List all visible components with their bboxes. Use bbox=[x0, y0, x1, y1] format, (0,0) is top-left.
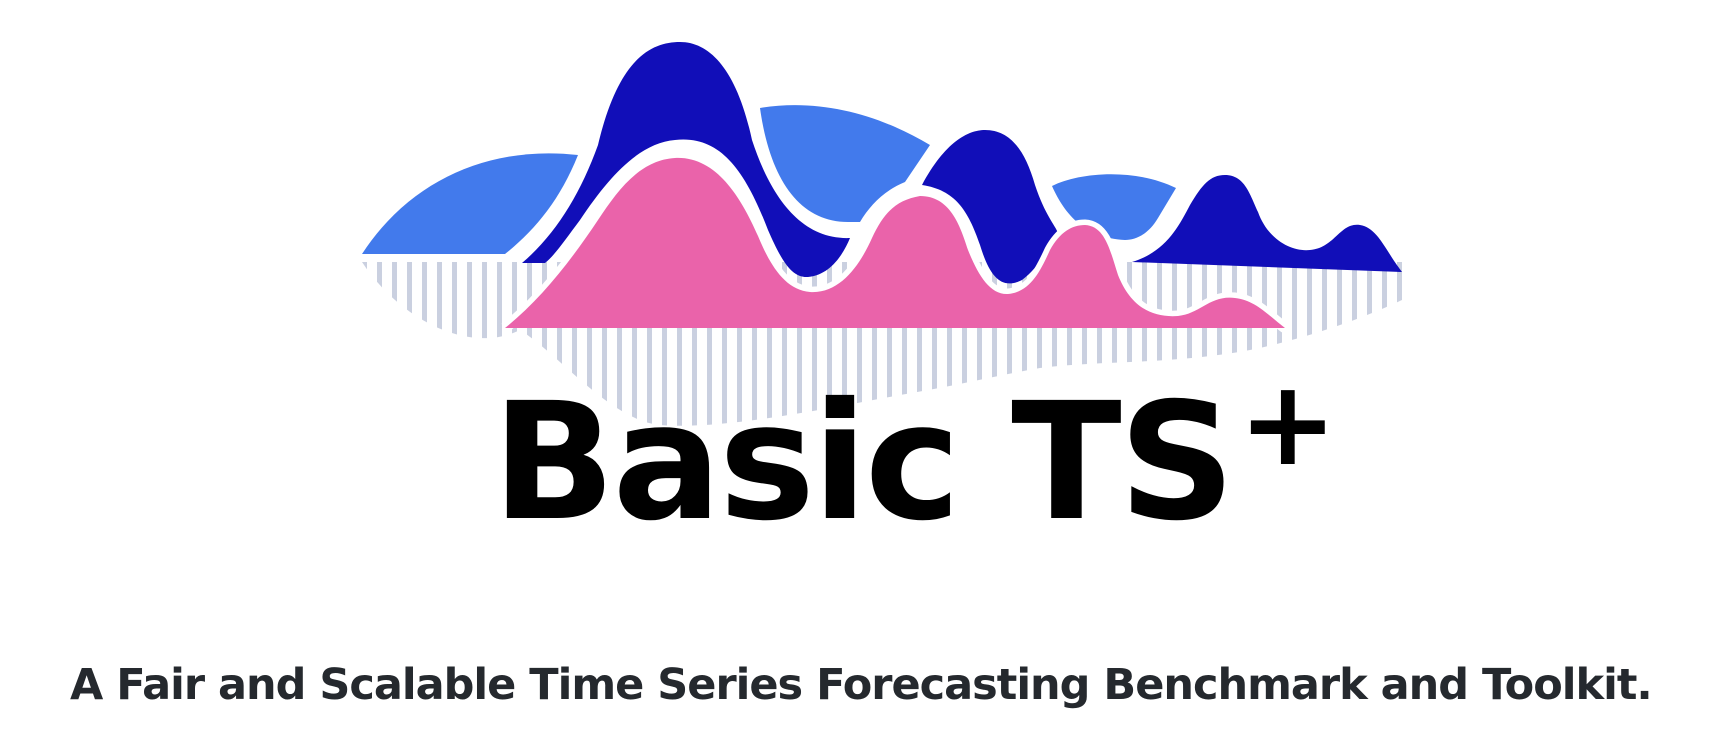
logo-superscript: + bbox=[1238, 354, 1338, 492]
dark-blue-waves bbox=[522, 42, 1402, 284]
light-blue-waves bbox=[362, 105, 1176, 254]
pink-wave bbox=[505, 157, 1285, 328]
tagline: A Fair and Scalable Time Series Forecast… bbox=[70, 660, 1653, 710]
logo-wordmark: Basic TS + bbox=[492, 364, 1337, 572]
logo-title: Basic TS bbox=[492, 369, 1235, 557]
